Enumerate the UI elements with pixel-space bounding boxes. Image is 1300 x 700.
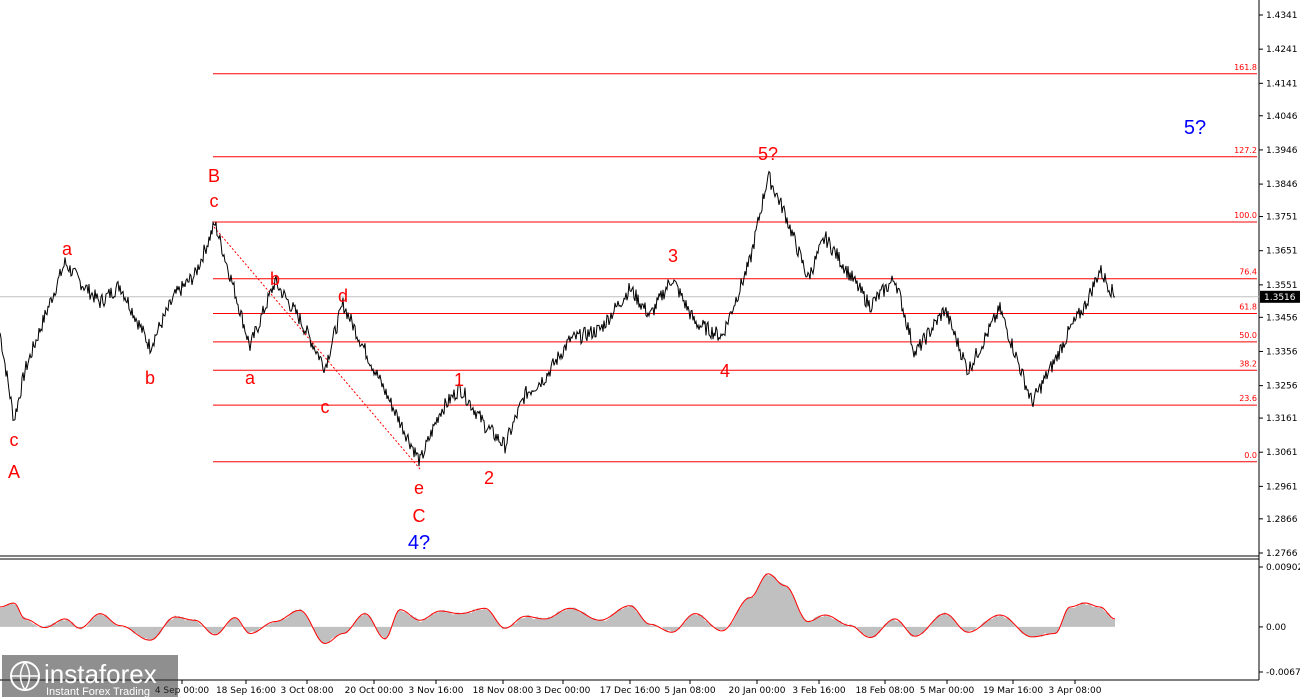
logo-tagline: Instant Forex Trading	[46, 686, 150, 698]
wave-label: 1	[454, 370, 464, 390]
fib-level-label: 61.8	[1239, 303, 1257, 312]
price-tick-label: 1.2961	[1266, 482, 1298, 492]
wave-label: a	[62, 239, 73, 259]
osc-tick-label: 0.00	[1266, 623, 1286, 633]
wave-label: a	[245, 368, 256, 388]
price-series-line	[0, 170, 1116, 467]
wave-label: B	[208, 166, 220, 186]
wave-label: 2	[484, 468, 494, 488]
time-tick-label: 5 Mar 00:00	[920, 686, 975, 696]
fib-level-label: 127.2	[1234, 146, 1257, 155]
wave-label: c	[210, 191, 219, 211]
wave-label: b	[145, 368, 155, 388]
wave-label: 5?	[1184, 117, 1206, 139]
fib-level-label: 161.8	[1234, 63, 1257, 72]
time-tick-label: 3 Dec 00:00	[536, 686, 591, 696]
time-axis-ticks: 4 Sep 00:00 18 Sep 16:00 3 Oct 08:00 20 Oct…	[155, 680, 1102, 696]
oscillator-panel	[0, 572, 1116, 645]
logo-globe-meridian	[11, 661, 39, 692]
oscillator-axis-ticks: 0.00902 0.00 -0.00679	[1259, 563, 1300, 678]
trend-line-dotted	[213, 226, 421, 470]
fib-level-label: 23.6	[1239, 394, 1257, 403]
price-tick-label: 1.3456	[1266, 313, 1298, 323]
wave-label: e	[414, 478, 424, 498]
time-tick-label: 20 Oct 00:00	[345, 686, 404, 696]
price-tick-label: 1.3161	[1266, 414, 1298, 424]
wave-label: c	[321, 397, 330, 417]
instaforex-logo: instaforex Instant Forex Trading	[2, 655, 178, 698]
current-price-label: 1.3516	[1264, 293, 1296, 303]
price-tick-label: 1.3256	[1266, 382, 1298, 392]
logo-name: instaforex	[44, 659, 157, 689]
time-tick-label: 3 Apr 08:00	[1049, 686, 1102, 696]
price-tick-label: 1.4341	[1266, 11, 1298, 21]
oscillator-signal-line	[0, 573, 1116, 645]
wave-label: 4	[720, 361, 730, 381]
price-tick-label: 1.2766	[1266, 549, 1298, 559]
fib-level-label: 38.2	[1239, 359, 1257, 368]
fib-level-label: 76.4	[1239, 268, 1257, 277]
price-tick-label: 1.4241	[1266, 45, 1298, 55]
price-tick-label: 1.2866	[1266, 515, 1298, 525]
time-tick-label: 20 Jan 00:00	[729, 686, 786, 696]
fib-level-label: 100.0	[1234, 211, 1257, 220]
time-tick-label: 18 Nov 08:00	[473, 686, 534, 696]
price-tick-label: 1.3061	[1266, 448, 1298, 458]
price-tick-label: 1.4141	[1266, 79, 1298, 89]
price-tick-label: 1.3551	[1266, 281, 1298, 291]
wave-label: 4?	[408, 532, 430, 554]
time-tick-label: 3 Feb 16:00	[792, 686, 846, 696]
time-tick-label: 3 Oct 08:00	[281, 686, 334, 696]
price-tick-label: 1.3356	[1266, 347, 1298, 357]
time-tick-label: 4 Sep 00:00	[155, 686, 210, 696]
price-tick-label: 1.4046	[1266, 112, 1298, 122]
wave-label: d	[338, 286, 348, 306]
price-axis-ticks: 1.4341 1.4241 1.4141 1.4046 1.3946 1.3846 1.37…	[1259, 11, 1298, 559]
time-tick-label: 18 Feb 08:00	[855, 686, 914, 696]
osc-tick-label: -0.00679	[1266, 668, 1300, 678]
time-tick-label: 3 Nov 16:00	[409, 686, 464, 696]
wave-label: C	[413, 506, 426, 526]
fib-level-label: 0.0	[1244, 451, 1257, 460]
current-price-badge: 1.3516	[1260, 290, 1300, 303]
wave-label: c	[10, 430, 19, 450]
wave-label: b	[270, 269, 280, 289]
time-tick-label: 5 Jan 08:00	[664, 686, 716, 696]
wave-label: 3	[668, 246, 678, 266]
fib-level-label: 50.0	[1239, 331, 1257, 340]
oscillator-histogram	[0, 572, 1115, 644]
price-tick-label: 1.3846	[1266, 180, 1298, 190]
osc-tick-label: 0.00902	[1266, 563, 1300, 573]
time-tick-label: 19 Mar 16:00	[983, 686, 1043, 696]
price-tick-label: 1.3946	[1266, 146, 1298, 156]
price-tick-label: 1.3751	[1266, 213, 1298, 223]
wave-label: 5?	[758, 144, 778, 164]
time-tick-label: 18 Sep 16:00	[216, 686, 276, 696]
wave-label: A	[8, 462, 20, 482]
price-tick-label: 1.3651	[1266, 247, 1298, 257]
time-tick-label: 17 Dec 16:00	[600, 686, 661, 696]
